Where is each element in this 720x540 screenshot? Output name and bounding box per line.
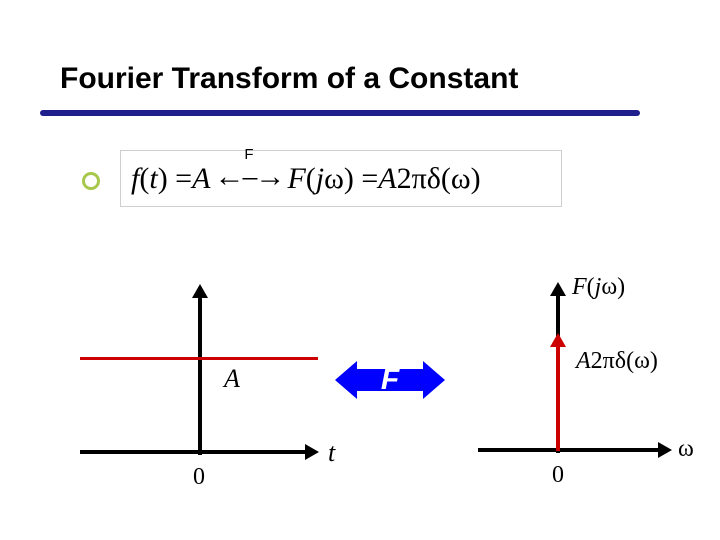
- right-origin-label: 0: [552, 462, 564, 489]
- left-x-axis-arrow-icon: [305, 444, 319, 460]
- impulse-line: [556, 343, 560, 451]
- main-equation: f (t) = A F ←⎯→ F( jω) = A2πδ(ω): [120, 150, 562, 207]
- eq-eq1: ) =: [158, 162, 192, 196]
- eq-arrow: F ←⎯→: [214, 160, 283, 194]
- left-t-axis-label: t: [328, 438, 335, 468]
- transform-arrow-label: F: [335, 355, 445, 405]
- title-underline: [40, 110, 640, 116]
- eq-F2: F: [287, 162, 305, 196]
- time-domain-plot: A t 0: [80, 290, 320, 470]
- right-x-axis: [478, 448, 658, 452]
- eq-f: f: [131, 162, 139, 196]
- fjw-close: ): [617, 274, 625, 300]
- eq-omega: ω: [324, 162, 344, 196]
- amp-delta: δ(: [615, 348, 634, 374]
- left-A-label: A: [224, 364, 240, 394]
- transform-arrow: F: [335, 355, 445, 405]
- right-amplitude-label: A2πδ(ω): [576, 348, 658, 375]
- left-x-axis: [80, 450, 305, 454]
- eq-open2: (: [306, 162, 316, 196]
- eq-close: ): [471, 162, 481, 196]
- eq-arrow-shaft: ←⎯→: [214, 160, 283, 193]
- amp-omega: ω: [634, 348, 650, 374]
- constant-signal-line: [80, 357, 318, 360]
- left-y-axis: [198, 290, 202, 455]
- amp-close: ): [650, 348, 658, 374]
- eq-t: t: [149, 162, 157, 196]
- eq-delta: δ(: [427, 162, 451, 196]
- eq-arrow-label: F: [244, 146, 253, 163]
- eq-j: j: [316, 162, 324, 196]
- slide-title: Fourier Transform of a Constant: [60, 62, 518, 96]
- frequency-domain-plot: F(jω) A2πδ(ω) ω 0: [478, 288, 698, 468]
- eq-omega2: ω: [451, 162, 471, 196]
- right-x-axis-arrow-icon: [658, 442, 672, 458]
- eq-A2: A: [378, 162, 396, 196]
- right-omega-axis-label: ω: [678, 436, 694, 463]
- eq-open1: (: [139, 162, 149, 196]
- slide: Fourier Transform of a Constant f (t) = …: [0, 0, 720, 540]
- impulse-arrow-icon: [550, 333, 566, 347]
- bullet-icon: [82, 172, 100, 190]
- amp-2pi: 2π: [591, 348, 615, 374]
- eq-A: A: [192, 162, 210, 196]
- fjw-omega: ω: [601, 274, 617, 300]
- left-y-axis-arrow-icon: [192, 284, 208, 298]
- amp-A: A: [576, 348, 591, 374]
- right-Fjw-label: F(jω): [572, 274, 625, 301]
- eq-2pi: 2π: [397, 162, 427, 196]
- right-y-axis-arrow-icon: [550, 282, 566, 296]
- left-origin-label: 0: [193, 464, 205, 491]
- eq-eq2: ) =: [344, 162, 378, 196]
- fjw-F: F: [572, 274, 587, 300]
- fjw-open: (: [587, 274, 595, 300]
